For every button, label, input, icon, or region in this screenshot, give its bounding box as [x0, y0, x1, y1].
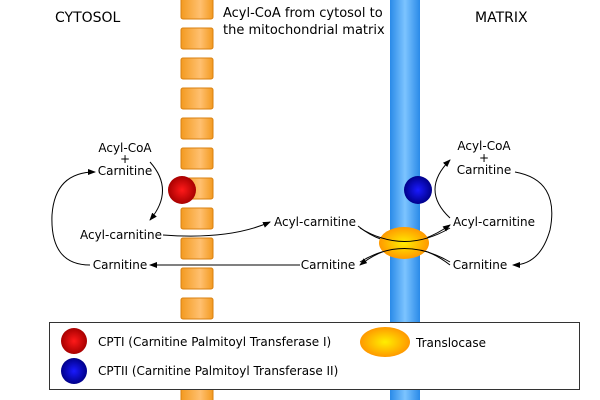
right-carnitine-bottom: Carnitine [453, 258, 507, 272]
legend-cpt1-label: CPTI (Carnitine Palmitoyl Transferase I) [98, 335, 331, 349]
outer-membrane [180, 0, 214, 400]
membrane-block [180, 0, 214, 20]
left-acylcarnitine: Acyl-carnitine [80, 228, 162, 242]
cytosol-labels: Acyl-CoA + Carnitine Acyl-carnitine Carn… [80, 141, 356, 272]
legend-cpt2-label: CPTII (Carnitine Palmitoyl Transferase I… [98, 364, 338, 378]
left-carnitine-bottom: Carnitine [93, 258, 147, 272]
membrane-block [180, 237, 214, 260]
membrane-block [180, 57, 214, 80]
cytosol-label: CYTOSOL [55, 10, 121, 26]
cpt2-enzyme [404, 176, 432, 204]
legend-cpt1-swatch [61, 328, 87, 354]
membrane-block [180, 147, 214, 170]
right-carnitine-top: Carnitine [457, 163, 511, 177]
arrows [51, 159, 553, 268]
left-carnitine-top: Carnitine [98, 164, 152, 178]
matrix-labels: Acyl-CoA + Carnitine Acyl-carnitine Carn… [453, 139, 535, 272]
right-acylcarnitine: Acyl-carnitine [453, 215, 535, 229]
title-line1: Acyl-CoA from cytosol to [223, 6, 383, 21]
membrane-block [180, 207, 214, 230]
right-acylcoa: Acyl-CoA [457, 139, 511, 153]
membrane-block [180, 117, 214, 140]
legend-cpt2-swatch [61, 358, 87, 384]
legend: CPTI (Carnitine Palmitoyl Transferase I)… [49, 322, 580, 390]
membrane-block [180, 267, 214, 290]
left-acylcoa: Acyl-CoA [98, 141, 152, 155]
mid-acylcarnitine: Acyl-carnitine [274, 215, 356, 229]
translocase [379, 227, 429, 259]
mid-carnitine: Carnitine [301, 258, 355, 272]
cpt1-enzyme [168, 176, 196, 204]
right-plus: + [479, 151, 489, 165]
legend-translocase-label: Translocase [415, 336, 486, 350]
title-line2: the mitochondrial matrix [223, 23, 385, 38]
left-plus: + [120, 152, 130, 166]
legend-translocase-swatch [360, 327, 410, 357]
membrane-block [180, 87, 214, 110]
membrane-block [180, 27, 214, 50]
membrane-block [180, 297, 214, 320]
matrix-label: MATRIX [475, 10, 528, 26]
